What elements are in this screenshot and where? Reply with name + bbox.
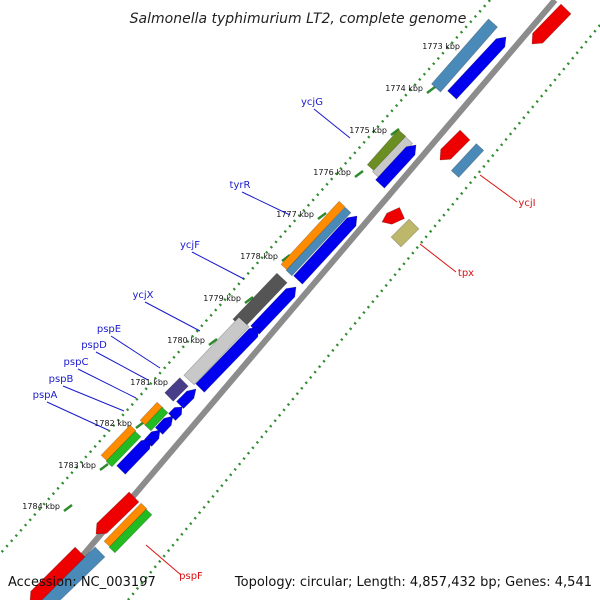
gene-leader-line <box>479 174 518 203</box>
ruler-label: 1779 kbp <box>203 294 241 303</box>
ruler-tick <box>390 128 400 136</box>
gene-leader-line <box>144 301 201 332</box>
cds-feature <box>447 36 507 100</box>
cds-feature <box>375 144 417 189</box>
cds-feature <box>439 129 471 161</box>
cds-feature <box>381 207 405 225</box>
gene-feature <box>431 18 498 93</box>
cds-feature <box>293 215 358 285</box>
ruler-label: 1781 kbp <box>130 378 168 387</box>
cds-feature <box>168 406 183 421</box>
accession-label: Accession: NC_003197 <box>8 575 156 590</box>
gene-leader-line <box>110 335 161 369</box>
gene-label-ycjG: ycjG <box>301 97 323 108</box>
gene-label-tyrR: tyrR <box>230 180 251 191</box>
ruler-label: 1784 kbp <box>22 502 60 511</box>
ruler-tick <box>281 254 291 262</box>
ruler-label: 1778 kbp <box>240 252 278 261</box>
gene-leader-line <box>191 251 245 280</box>
ruler-tick <box>317 212 327 220</box>
cds-feature <box>29 546 86 600</box>
ruler-label: 1782 kbp <box>94 419 132 428</box>
gene-feature <box>285 206 352 277</box>
ruler-tick <box>354 170 364 178</box>
gene-label-ycjX: ycjX <box>132 290 153 301</box>
ruler-label: 1775 kbp <box>349 126 387 135</box>
ruler-label: 1776 kbp <box>313 168 351 177</box>
gene-label-pspD: pspD <box>81 340 107 351</box>
genome-summary: Topology: circular; Length: 4,857,432 bp… <box>234 575 592 590</box>
ruler-tick <box>426 86 436 94</box>
ruler-tick <box>135 421 145 429</box>
gene-leader-line <box>95 351 149 381</box>
gene-label-pspA: pspA <box>33 390 58 401</box>
gene-label-ycjF: ycjF <box>180 240 200 251</box>
ruler-label: 1773 kbp <box>422 42 460 51</box>
gene-label-tpx: tpx <box>458 268 474 279</box>
cds-feature <box>176 388 197 409</box>
gene-leader-line <box>77 368 137 399</box>
ruler-tick <box>244 296 254 304</box>
gene-feature <box>164 377 189 402</box>
ruler-tick <box>99 463 109 471</box>
ruler-track-inner <box>127 24 600 600</box>
gene-label-pspF: pspF <box>179 571 203 582</box>
gene-feature <box>450 143 485 178</box>
cds-feature <box>531 3 572 45</box>
ruler-label: 1777 kbp <box>276 210 314 219</box>
map-title: Salmonella typhimurium LT2, complete gen… <box>130 11 467 27</box>
gene-leader-line <box>62 385 125 412</box>
gene-feature <box>105 430 142 468</box>
gene-feature <box>108 508 153 554</box>
gene-feature <box>144 406 169 432</box>
cds-feature <box>95 491 140 535</box>
ruler-label: 1783 kbp <box>58 461 96 470</box>
gene-label-pspE: pspE <box>97 324 121 335</box>
footer-background <box>0 570 600 600</box>
gene-leader-line <box>313 108 351 139</box>
gene-leader-line <box>46 401 109 431</box>
ruler-label: 1774 kbp <box>385 84 423 93</box>
gene-leader-line <box>145 544 182 576</box>
gene-label-pspB: pspB <box>49 374 74 385</box>
ruler-tick <box>208 338 218 346</box>
ruler-label: 1780 kbp <box>167 336 205 345</box>
gene-feature <box>390 218 420 248</box>
gene-label-ycjI: ycjI <box>518 198 535 209</box>
gene-feature <box>183 316 250 386</box>
gene-label-pspC: pspC <box>64 357 89 368</box>
ruler-track-outer <box>0 0 491 555</box>
cds-feature <box>154 415 174 435</box>
cds-feature <box>195 326 260 393</box>
gene-leader-line <box>419 243 457 273</box>
cds-feature <box>250 286 297 335</box>
ruler-tick <box>63 504 73 512</box>
gene-leader-line <box>241 191 291 216</box>
cds-feature <box>116 438 152 475</box>
